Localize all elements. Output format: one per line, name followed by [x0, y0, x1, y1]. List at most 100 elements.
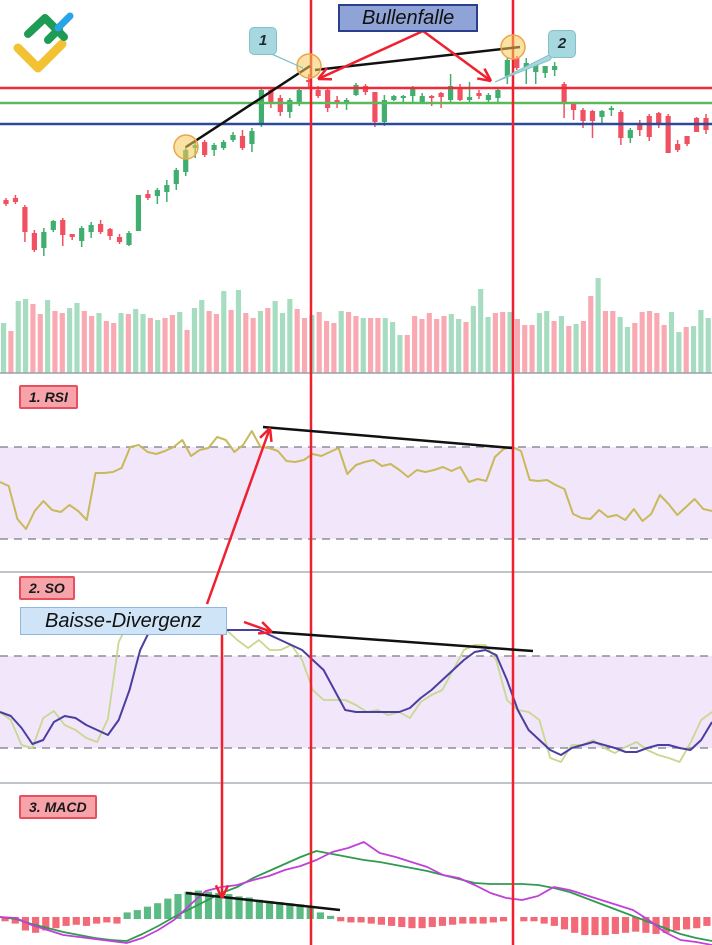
- candle: [22, 207, 28, 232]
- volume-bar: [580, 321, 587, 373]
- candle: [533, 64, 539, 72]
- candle: [60, 220, 66, 235]
- macd-histogram-bar: [672, 917, 680, 931]
- candle: [466, 97, 473, 100]
- volume-bar: [595, 278, 601, 373]
- volume-bar: [272, 301, 278, 373]
- macd-histogram-bar: [367, 917, 375, 924]
- volume-bar: [478, 289, 484, 373]
- volume-bar: [610, 311, 616, 373]
- candle: [343, 100, 350, 102]
- volume-bar: [588, 296, 594, 373]
- volume-bar: [8, 331, 14, 373]
- volume-bar: [705, 318, 711, 373]
- candle: [438, 93, 444, 97]
- macd-histogram-bar: [245, 897, 253, 919]
- candle: [173, 170, 179, 184]
- macd-histogram-bar: [286, 903, 294, 919]
- volume-bar: [441, 316, 447, 373]
- macd-histogram-bar: [632, 917, 640, 932]
- volume-bar: [206, 311, 212, 373]
- macd-histogram-bar: [164, 898, 172, 919]
- candle: [391, 96, 397, 100]
- volume-bar: [390, 322, 396, 373]
- candle: [116, 237, 123, 242]
- macd-histogram-bar: [611, 917, 619, 934]
- candle: [656, 113, 662, 125]
- volume-bar: [338, 311, 344, 373]
- macd-histogram-bar: [560, 917, 569, 930]
- macd-histogram-bar: [662, 917, 670, 933]
- volume-bar: [265, 308, 271, 373]
- so-panel: [0, 617, 712, 763]
- candle: [627, 130, 633, 138]
- candle: [315, 90, 321, 96]
- macd-histogram-bar: [469, 917, 477, 924]
- macd-histogram-bar: [398, 917, 406, 928]
- volume-bar: [96, 313, 102, 373]
- macd-panel: [0, 841, 712, 945]
- volume-bar: [624, 327, 631, 373]
- macd-histogram-bar: [377, 917, 386, 925]
- volume-bar: [257, 311, 264, 373]
- callout-2: 2: [548, 30, 576, 58]
- volume-bar: [345, 312, 352, 373]
- annotations: [173, 0, 557, 945]
- macd-histogram-bar: [530, 917, 538, 922]
- macd-histogram-bar: [296, 904, 304, 919]
- volume-bar: [250, 318, 256, 373]
- candle: [552, 66, 558, 70]
- volume-bar: [470, 306, 476, 373]
- macd-histogram-bar: [479, 917, 487, 924]
- candle: [334, 100, 340, 102]
- price-panel: [0, 56, 712, 256]
- macd-histogram-bar: [204, 891, 213, 919]
- macd-histogram-bar: [62, 917, 70, 926]
- volume-bar: [199, 300, 205, 373]
- volume-bar: [551, 321, 557, 373]
- candle: [135, 195, 142, 231]
- candle: [97, 224, 104, 232]
- macd-histogram-bar: [357, 917, 365, 923]
- volume-bar: [676, 332, 682, 373]
- candle: [447, 86, 454, 100]
- candle: [542, 66, 548, 73]
- candle: [277, 98, 283, 112]
- macd-histogram-bar: [693, 917, 701, 929]
- volume-bar: [140, 314, 146, 373]
- bull-trap-label: Bullenfalle: [338, 4, 479, 32]
- macd-histogram-bar: [93, 917, 101, 924]
- macd-histogram-bar: [703, 917, 711, 926]
- candle: [570, 104, 577, 110]
- macd-histogram-bar: [123, 912, 131, 919]
- volume-bar: [37, 314, 43, 373]
- candle: [296, 90, 302, 104]
- candle: [12, 198, 19, 202]
- candle: [164, 185, 170, 192]
- macd-histogram-bar: [428, 917, 436, 928]
- macd-histogram-bar: [52, 917, 60, 929]
- macd-histogram-bar: [601, 917, 609, 936]
- macd-histogram-bar: [337, 917, 345, 922]
- macd-histogram-bar: [520, 917, 528, 922]
- macd-histogram-bar: [642, 917, 650, 933]
- macd-histogram-bar: [388, 917, 396, 926]
- volume-bar: [155, 320, 161, 373]
- candle: [561, 84, 567, 104]
- volume-bar: [133, 309, 139, 373]
- volume-bar: [500, 312, 506, 373]
- volume-bar: [375, 318, 381, 373]
- candle: [268, 90, 274, 102]
- macd-histogram-bar: [438, 917, 447, 926]
- volume-bar: [235, 290, 242, 373]
- macd-histogram-bar: [581, 917, 589, 936]
- volume-bar: [514, 319, 520, 373]
- volume-bar: [243, 313, 249, 373]
- macd-histogram-bar: [174, 894, 182, 919]
- volume-bar: [566, 326, 572, 373]
- volume-bar: [74, 303, 80, 373]
- candle: [220, 142, 227, 148]
- volume-bar: [522, 325, 528, 373]
- candle: [145, 194, 151, 198]
